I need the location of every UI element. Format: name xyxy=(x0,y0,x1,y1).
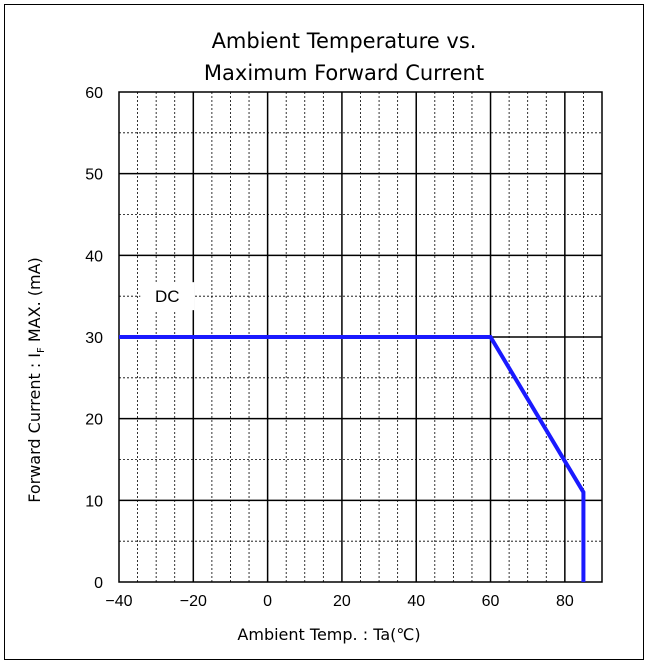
series-line-dc xyxy=(119,335,586,582)
y-tick-label: 50 xyxy=(85,167,103,184)
y-axis-label-subscript: F xyxy=(36,347,47,353)
x-tick-label: 0 xyxy=(263,593,272,610)
x-tick-label: −20 xyxy=(180,593,207,610)
x-tick-label: 40 xyxy=(407,593,425,610)
y-tick-label: 60 xyxy=(85,85,103,102)
x-axis-label: Ambient Temp. : Ta(℃) xyxy=(237,625,420,644)
y-tick-label: 0 xyxy=(94,575,103,592)
y-tick-labels: 0 10 20 30 40 50 60 xyxy=(85,85,103,592)
x-tick-label: 20 xyxy=(333,593,351,610)
series-layer xyxy=(119,335,586,582)
y-tick-label: 40 xyxy=(85,248,103,265)
x-tick-label: −40 xyxy=(105,593,132,610)
y-axis-label: Forward Current : IF MAX. (mA) xyxy=(25,257,47,503)
chart-frame xyxy=(4,4,644,660)
annotation-layer: DC xyxy=(140,282,195,311)
y-axis-label-main: Forward Current : I xyxy=(25,353,44,503)
chart-title-line-2: Maximum Forward Current xyxy=(204,61,484,85)
y-tick-label: 20 xyxy=(85,412,103,429)
y-tick-label: 30 xyxy=(85,330,103,347)
annotation-label-dc: DC xyxy=(155,287,180,306)
x-tick-label: 60 xyxy=(482,593,500,610)
y-axis-label-rest: MAX. (mA) xyxy=(25,257,44,347)
annotation-background xyxy=(140,282,195,311)
x-tick-label: 80 xyxy=(556,593,574,610)
x-tick-labels: −40 −20 0 20 40 60 80 xyxy=(105,593,573,610)
chart-title-line-1: Ambient Temperature vs. xyxy=(212,29,477,53)
y-tick-label: 10 xyxy=(85,493,103,510)
